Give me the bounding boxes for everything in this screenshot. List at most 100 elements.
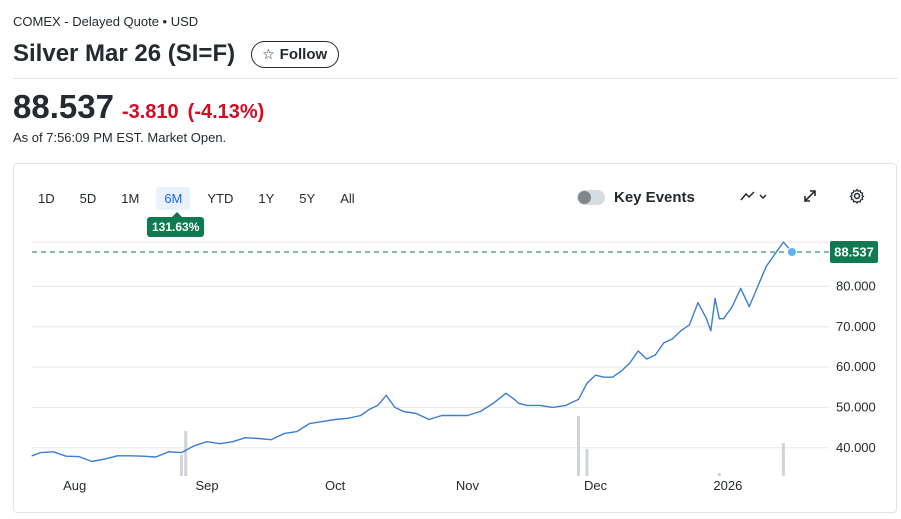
title-row: Silver Mar 26 (SI=F) ☆ Follow bbox=[13, 40, 340, 68]
range-selector: 1D 5D 1M 6M YTD 1Y 5Y All bbox=[30, 187, 372, 210]
price-point bbox=[565, 404, 567, 407]
follow-button[interactable]: ☆ Follow bbox=[251, 40, 340, 68]
price-point bbox=[646, 358, 648, 360]
price-point bbox=[308, 422, 311, 425]
price-point bbox=[428, 418, 430, 421]
volume-bar bbox=[585, 449, 589, 476]
price-point bbox=[552, 406, 554, 409]
key-events: Key Events bbox=[577, 189, 695, 206]
range-all[interactable]: All bbox=[340, 191, 355, 206]
price-point bbox=[629, 362, 631, 364]
as-of-timestamp: As of 7:56:09 PM EST. Market Open. bbox=[13, 130, 227, 145]
header-divider bbox=[13, 78, 898, 79]
price-point bbox=[454, 414, 456, 417]
range-1m[interactable]: 1M bbox=[121, 191, 140, 206]
price-point bbox=[206, 441, 208, 443]
price-line bbox=[31, 241, 793, 463]
price-point bbox=[663, 342, 665, 344]
expand-button[interactable] bbox=[802, 188, 818, 209]
price-point bbox=[193, 445, 195, 447]
y-tick-label: 40.000 bbox=[836, 440, 876, 455]
mountain-chart-icon bbox=[740, 191, 767, 201]
price-point bbox=[65, 455, 67, 457]
x-tick-label: Sep bbox=[195, 478, 218, 493]
price-point bbox=[723, 318, 725, 320]
price-change: -3.810 bbox=[121, 101, 179, 123]
range-6m[interactable]: 6M bbox=[156, 187, 191, 210]
page-title: Silver Mar 26 (SI=F) bbox=[13, 40, 236, 67]
chart-type-button[interactable] bbox=[739, 188, 769, 209]
range-1y[interactable]: 1Y bbox=[258, 191, 275, 206]
price-point bbox=[748, 306, 750, 308]
key-events-label: Key Events bbox=[614, 189, 695, 206]
price-point bbox=[740, 287, 742, 290]
price-point bbox=[91, 460, 93, 463]
price-point bbox=[774, 253, 776, 255]
price-chart: 40.000 50.000 60.000 70.000 80.000 Aug Sep Oct N… bbox=[31, 241, 878, 493]
price-point bbox=[586, 382, 588, 384]
price-point bbox=[697, 301, 699, 304]
gear-icon bbox=[849, 188, 865, 204]
star-icon: ☆ bbox=[262, 45, 275, 62]
range-ytd[interactable]: YTD bbox=[207, 191, 234, 206]
price-point bbox=[714, 297, 716, 300]
price-point bbox=[654, 354, 656, 356]
price-point bbox=[232, 441, 234, 443]
range-5y[interactable]: 5Y bbox=[299, 191, 316, 206]
price-point bbox=[257, 437, 259, 440]
price-point bbox=[441, 414, 443, 417]
price-point bbox=[321, 420, 323, 423]
performance-badge: 131.63% bbox=[147, 212, 205, 237]
price-point bbox=[78, 456, 80, 458]
toggle-knob bbox=[578, 191, 591, 204]
settings-button[interactable] bbox=[849, 188, 865, 209]
price-point bbox=[415, 412, 417, 415]
price-point bbox=[637, 350, 639, 352]
price-point bbox=[577, 398, 580, 400]
price-point bbox=[513, 398, 516, 400]
price-point bbox=[594, 374, 597, 376]
price-point bbox=[219, 443, 221, 445]
price-point bbox=[710, 330, 712, 332]
price-point bbox=[718, 318, 720, 320]
x-tick-label: Dec bbox=[584, 478, 608, 493]
price-change-percent: (-4.13%) bbox=[187, 101, 265, 123]
price-row: 88.537 -3.810 (-4.13%) bbox=[13, 88, 264, 126]
price-point bbox=[296, 431, 298, 433]
volume-bar bbox=[179, 455, 183, 476]
range-1d[interactable]: 1D bbox=[38, 191, 55, 206]
price-point bbox=[402, 410, 405, 413]
chart-card: 1D 5D 1M 6M YTD 1Y 5Y All 131.63% Key Ev… bbox=[13, 163, 897, 513]
y-tick-label: 60.000 bbox=[836, 359, 876, 374]
price-point bbox=[142, 455, 144, 457]
price-point bbox=[492, 402, 494, 404]
range-5d[interactable]: 5D bbox=[79, 191, 97, 206]
price-point bbox=[360, 414, 362, 417]
price-point bbox=[116, 455, 118, 457]
price-point bbox=[244, 437, 247, 439]
price-point bbox=[129, 455, 131, 457]
x-tick-label: 2026 bbox=[713, 478, 742, 493]
current-price-label: 88.537 bbox=[834, 245, 874, 260]
price-point bbox=[731, 306, 733, 308]
current-price: 88.537 bbox=[13, 88, 114, 125]
price-point bbox=[466, 414, 469, 417]
volume-bar bbox=[576, 416, 580, 476]
price-point bbox=[155, 456, 157, 458]
price-point bbox=[539, 404, 541, 407]
price-point bbox=[39, 452, 42, 454]
volume-bar bbox=[184, 431, 188, 476]
y-tick-label: 80.000 bbox=[836, 278, 876, 293]
volume-bar bbox=[717, 473, 721, 476]
price-point bbox=[765, 265, 767, 267]
price-point bbox=[103, 458, 106, 460]
current-price-badge bbox=[830, 241, 878, 264]
price-point bbox=[782, 241, 784, 243]
follow-label: Follow bbox=[279, 45, 328, 63]
key-events-toggle[interactable] bbox=[577, 190, 605, 205]
expand-icon bbox=[804, 190, 816, 202]
price-point bbox=[394, 406, 396, 409]
price-point bbox=[334, 418, 336, 421]
price-point bbox=[688, 324, 691, 326]
price-point bbox=[52, 451, 54, 453]
